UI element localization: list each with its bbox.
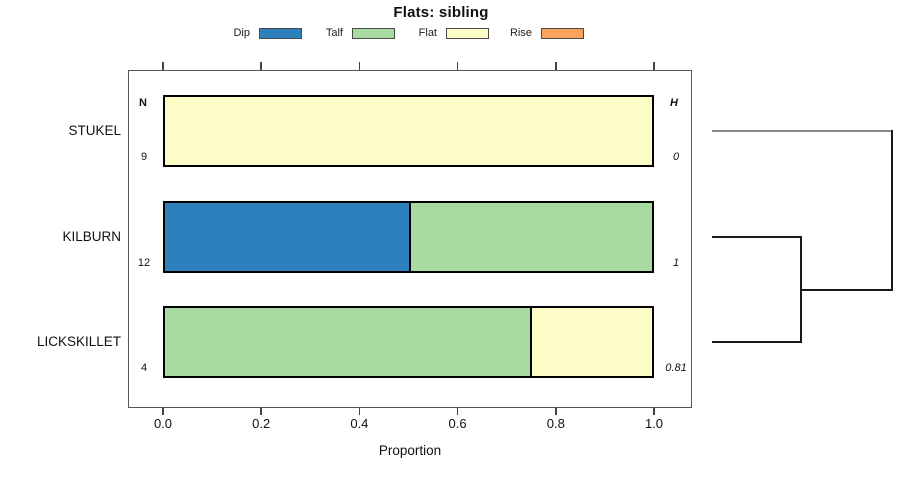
category-label-lickskillet: LICKSKILLET (36, 334, 121, 349)
n-column-header: N (139, 97, 147, 109)
dendrogram-leaf-kilburn (712, 236, 802, 238)
x-axis-tick-top (456, 62, 459, 70)
legend-entry-dip: Dip (214, 26, 302, 40)
legend-label-rise: Rise (509, 27, 532, 39)
n-value-kilburn: 12 (137, 257, 151, 269)
legend-entry-rise: Rise (496, 26, 584, 40)
h-value-stukel: 0 (672, 151, 680, 163)
x-axis-tick (456, 408, 459, 415)
x-axis-tick-label: 1.0 (644, 416, 664, 431)
h-value-kilburn: 1 (672, 257, 680, 269)
legend-swatch-talf (352, 27, 395, 39)
legend-swatch-flat (446, 27, 489, 39)
x-axis-tick-top (653, 62, 655, 70)
bar-segment-flat (530, 308, 652, 376)
stacked-bar-stukel (163, 95, 654, 167)
category-label-stukel: STUKEL (68, 123, 121, 138)
legend-swatch-rise (541, 27, 584, 39)
dendrogram-merge1-link (800, 289, 893, 291)
legend-label-flat: Flat (418, 27, 437, 39)
legend-entry-flat: Flat (401, 26, 489, 40)
dendrogram-merge2-vertical (891, 130, 893, 291)
bar-segment-talf (408, 203, 652, 271)
x-axis-tick (653, 408, 655, 415)
h-value-lickskillet: 0.81 (665, 362, 687, 374)
x-axis-tick-label: 0.2 (252, 416, 271, 431)
legend-label-talf: Talf (325, 27, 343, 39)
x-axis-tick (358, 408, 361, 415)
stacked-bar-lickskillet (163, 306, 654, 378)
x-axis-tick-top (162, 62, 164, 70)
legend-entry-talf: Talf (307, 26, 395, 40)
h-column-header: H (670, 97, 678, 109)
legend-swatch-dip (259, 27, 302, 39)
bar-segment-dip (165, 203, 409, 271)
legend-label-dip: Dip (233, 27, 250, 39)
x-axis-tick (260, 408, 262, 415)
x-axis-tick-label: 0.4 (350, 416, 369, 431)
n-value-lickskillet: 4 (140, 362, 148, 374)
x-axis-tick-label: 0.0 (153, 416, 173, 431)
bar-segment-flat (165, 97, 652, 165)
dendrogram-leaf-stukel (712, 130, 893, 132)
x-axis-tick-label: 0.8 (546, 416, 565, 431)
x-axis-tick-top (260, 62, 262, 70)
category-label-kilburn: KILBURN (62, 229, 121, 244)
x-axis-tick-label: 0.6 (448, 416, 467, 431)
x-axis-title: Proportion (378, 443, 442, 458)
x-axis-tick-top (358, 62, 361, 70)
plot-area (128, 70, 692, 408)
bar-segment-talf (165, 308, 531, 376)
x-axis-tick-top (555, 62, 557, 70)
dendrogram-leaf-lickskillet (712, 341, 802, 343)
stacked-bar-kilburn (163, 201, 654, 273)
x-axis-tick (555, 408, 557, 415)
x-axis-tick (162, 408, 164, 415)
n-value-stukel: 9 (140, 151, 148, 163)
chart-title: Flats: sibling (393, 4, 489, 21)
